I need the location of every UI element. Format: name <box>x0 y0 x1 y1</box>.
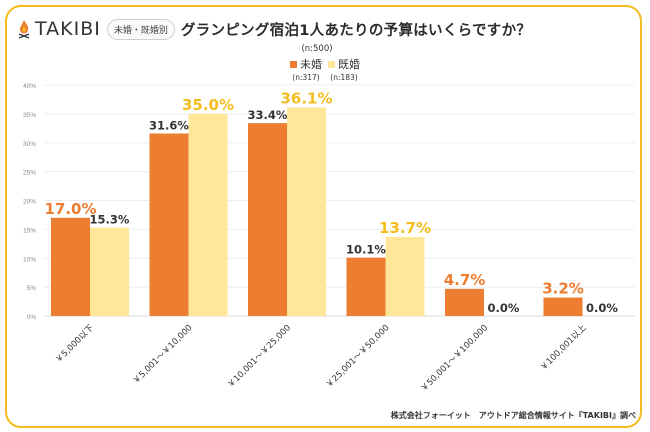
data-label: 36.1% <box>280 90 332 108</box>
y-tick-label: 20% <box>23 199 36 206</box>
header: TAKIBI 未婚・既婚別 グランピング宿泊1人あたりの予算はいくらですか？ <box>16 16 531 42</box>
legend-total-n: (n:500) <box>301 44 333 54</box>
data-label: 17.0% <box>44 200 96 218</box>
y-tick-label: 10% <box>23 256 36 263</box>
data-label: 3.2% <box>542 280 584 298</box>
data-label: 0.0% <box>586 301 618 315</box>
bar-unmarried <box>248 123 287 317</box>
x-tick-label: ￥5,000以下 <box>54 323 97 366</box>
bar-married <box>385 236 425 316</box>
y-tick-label: 30% <box>23 141 36 148</box>
legend-swatch-married <box>328 60 335 68</box>
y-tick-label: 40% <box>23 83 36 90</box>
bar-unmarried <box>445 288 484 316</box>
y-tick-label: 35% <box>23 112 36 119</box>
x-tick-label: ￥25,001～￥50,000 <box>324 323 391 390</box>
data-label: 13.7% <box>379 219 431 237</box>
x-tick-label: ￥10,001～￥25,000 <box>226 323 293 390</box>
legend-swatch-unmarried <box>290 60 297 68</box>
x-tick-label: ￥50,001～￥100,000 <box>419 323 490 394</box>
brand-logo-text: TAKIBI <box>35 18 101 40</box>
data-label: 35.0% <box>182 96 234 114</box>
legend: 未婚 (n:317) 既婚 (n:183) <box>290 56 366 82</box>
data-label: 31.6% <box>149 119 189 133</box>
source-credit: 株式会社フォーイット アウトドア総合情報サイト『TAKIBI』調べ <box>390 411 636 420</box>
legend-item-unmarried: 未婚 (n:317) <box>290 56 322 82</box>
data-label: 15.3% <box>90 213 130 227</box>
chart-title: グランピング宿泊1人あたりの予算はいくらですか？ <box>180 22 532 39</box>
bar-unmarried <box>51 217 90 316</box>
y-tick-label: 15% <box>23 227 36 234</box>
x-tick-label: ￥5,001～￥10,000 <box>131 323 194 386</box>
segment-badge: 未婚・既婚別 <box>106 18 175 40</box>
data-label: 33.4% <box>248 108 288 122</box>
legend-label-unmarried: 未婚 <box>300 58 322 71</box>
data-label: 0.0% <box>488 301 520 315</box>
data-label: 10.1% <box>346 243 386 257</box>
bar-unmarried <box>149 133 189 316</box>
legend-n-married: (n:183) <box>330 73 358 82</box>
legend-n-unmarried: (n:317) <box>292 73 320 82</box>
data-label: 4.7% <box>444 271 486 289</box>
y-tick-label: 5% <box>27 285 37 292</box>
campfire-icon <box>18 20 30 39</box>
legend-label-married: 既婚 <box>338 58 360 71</box>
y-tick-label: 0% <box>27 314 37 321</box>
legend-item-married: 既婚 (n:183) <box>328 56 360 82</box>
bar-married <box>287 107 326 317</box>
y-tick-label: 25% <box>23 170 36 177</box>
bar-married <box>188 113 228 316</box>
bar-unmarried <box>346 257 386 316</box>
bar-unmarried <box>543 297 583 316</box>
x-tick-label: ￥100,001以上 <box>539 323 589 373</box>
bar-married <box>90 227 129 316</box>
